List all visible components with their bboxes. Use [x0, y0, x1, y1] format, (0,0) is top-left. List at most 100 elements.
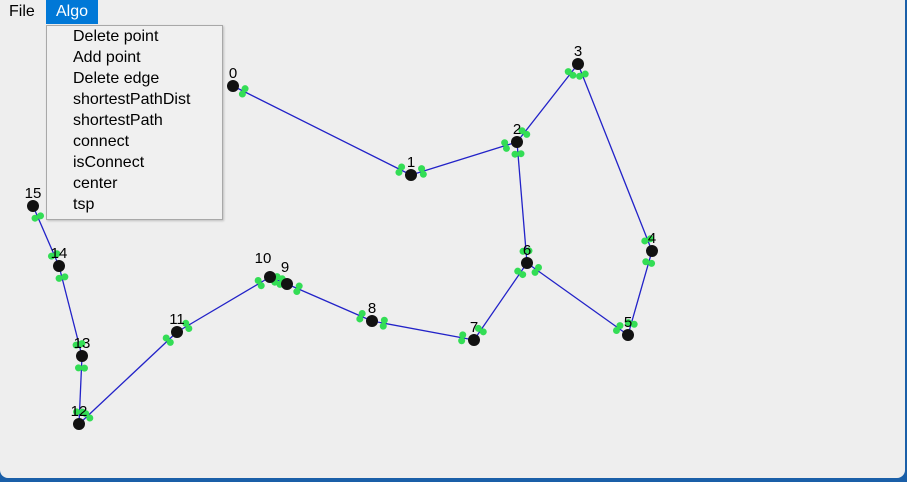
- graph-node-8[interactable]: 8: [366, 300, 378, 327]
- graph-edge: [516, 63, 579, 143]
- edge-direction-marker: [241, 85, 249, 93]
- graph-node-dot[interactable]: [521, 257, 533, 269]
- edge-direction-marker: [295, 282, 303, 290]
- menu-item-is-connect[interactable]: isConnect: [73, 154, 145, 171]
- graph-node-6[interactable]: 6: [521, 242, 533, 269]
- edge-direction-marker: [576, 72, 584, 80]
- graph-node-12[interactable]: 12: [71, 403, 88, 430]
- edge-direction-marker: [474, 324, 482, 332]
- graph-node-dot[interactable]: [405, 169, 417, 181]
- graph-node-dot[interactable]: [27, 200, 39, 212]
- graph-edge: [232, 85, 412, 176]
- graph-node-dot[interactable]: [227, 80, 239, 92]
- graph-node-7[interactable]: 7: [468, 319, 480, 346]
- edge-direction-marker: [293, 288, 301, 296]
- graph-edge: [627, 250, 653, 336]
- menu-algo[interactable]: Algo: [46, 0, 99, 24]
- graph-node-dot[interactable]: [281, 278, 293, 290]
- edge-direction-marker: [86, 414, 94, 422]
- edge-direction-marker: [501, 139, 509, 147]
- menu-item-tsp[interactable]: tsp: [73, 196, 95, 213]
- graph-node-4[interactable]: 4: [646, 230, 658, 257]
- edge-direction-marker: [511, 150, 519, 158]
- graph-node-label: 14: [51, 245, 68, 262]
- graph-node-dot[interactable]: [76, 350, 88, 362]
- edge-direction-marker: [37, 212, 45, 220]
- graph-node-2[interactable]: 2: [511, 121, 523, 148]
- edge-direction-marker: [47, 252, 55, 260]
- graph-node-1[interactable]: 1: [405, 154, 417, 181]
- graph-node-dot[interactable]: [171, 326, 183, 338]
- edge-direction-marker: [379, 322, 387, 330]
- graph-edge: [371, 320, 475, 341]
- graph-node-dot[interactable]: [366, 315, 378, 327]
- graph-node-label: 3: [574, 43, 582, 60]
- edge-direction-marker: [564, 68, 572, 76]
- menu-item-center[interactable]: center: [73, 175, 118, 192]
- edge-direction-marker: [418, 165, 426, 173]
- edge-direction-marker: [616, 322, 624, 330]
- edge-direction-marker: [79, 408, 87, 416]
- edge-direction-marker: [523, 130, 531, 138]
- graph-node-11[interactable]: 11: [169, 311, 185, 338]
- graph-node-dot[interactable]: [468, 334, 480, 346]
- markers-layer: [31, 68, 656, 422]
- edge-direction-marker: [238, 90, 246, 98]
- edge-direction-marker: [630, 320, 638, 328]
- edge-direction-marker: [624, 319, 632, 327]
- edge-direction-marker: [72, 341, 80, 349]
- graph-node-0[interactable]: 0: [227, 65, 239, 92]
- graph-node-label: 5: [624, 314, 632, 331]
- graph-node-3[interactable]: 3: [572, 43, 584, 70]
- menu-item-shortest-path-dist[interactable]: shortestPathDist: [73, 91, 191, 108]
- edge-direction-marker: [257, 282, 265, 290]
- graph-node-label: 4: [648, 230, 656, 247]
- edge-direction-marker: [380, 316, 388, 324]
- graph-edge: [78, 331, 178, 425]
- graph-node-9[interactable]: 9: [281, 259, 293, 290]
- menu-item-delete-point[interactable]: Delete point: [73, 28, 159, 45]
- graph-node-dot[interactable]: [622, 329, 634, 341]
- menu-file[interactable]: File: [9, 3, 35, 20]
- edge-direction-marker: [535, 264, 543, 272]
- edge-direction-marker: [642, 258, 650, 266]
- graph-edge: [516, 141, 528, 264]
- graph-node-dot[interactable]: [264, 271, 276, 283]
- edge-direction-marker: [525, 247, 533, 255]
- graph-edge: [526, 262, 629, 336]
- graph-node-dot[interactable]: [73, 418, 85, 430]
- menu-item-connect[interactable]: connect: [73, 133, 130, 150]
- graph-node-dot[interactable]: [572, 58, 584, 70]
- edge-direction-marker: [395, 168, 403, 176]
- graph-edge: [577, 63, 653, 252]
- menu-item-delete-edge[interactable]: Delete edge: [73, 70, 160, 87]
- menu-item-add-point[interactable]: Add point: [73, 49, 141, 66]
- edge-direction-marker: [53, 250, 61, 258]
- graph-node-15[interactable]: 15: [25, 185, 42, 212]
- edge-direction-marker: [356, 315, 364, 323]
- graph-node-label: 0: [229, 65, 237, 82]
- edge-direction-marker: [641, 237, 649, 245]
- menu-item-shortest-path[interactable]: shortestPath: [73, 112, 163, 129]
- edge-direction-marker: [518, 127, 526, 135]
- edge-direction-marker: [458, 337, 466, 345]
- graph-node-dot[interactable]: [53, 260, 65, 272]
- graph-node-dot[interactable]: [646, 245, 658, 257]
- graph-node-10[interactable]: 10: [255, 250, 276, 283]
- edge-direction-marker: [517, 150, 525, 158]
- graph-edge: [410, 141, 518, 176]
- graph-node-label: 13: [74, 335, 91, 352]
- graph-node-5[interactable]: 5: [622, 314, 634, 341]
- edge-direction-marker: [162, 334, 170, 342]
- edge-direction-marker: [419, 170, 427, 178]
- graph-node-14[interactable]: 14: [51, 245, 68, 272]
- edge-direction-marker: [398, 163, 406, 171]
- menu-bar: File Algo: [0, 0, 905, 24]
- graph-node-13[interactable]: 13: [74, 335, 91, 362]
- edge-direction-marker: [514, 267, 522, 275]
- graph-node-dot[interactable]: [511, 136, 523, 148]
- edge-direction-marker: [519, 247, 527, 255]
- graph-node-label: 1: [407, 154, 415, 171]
